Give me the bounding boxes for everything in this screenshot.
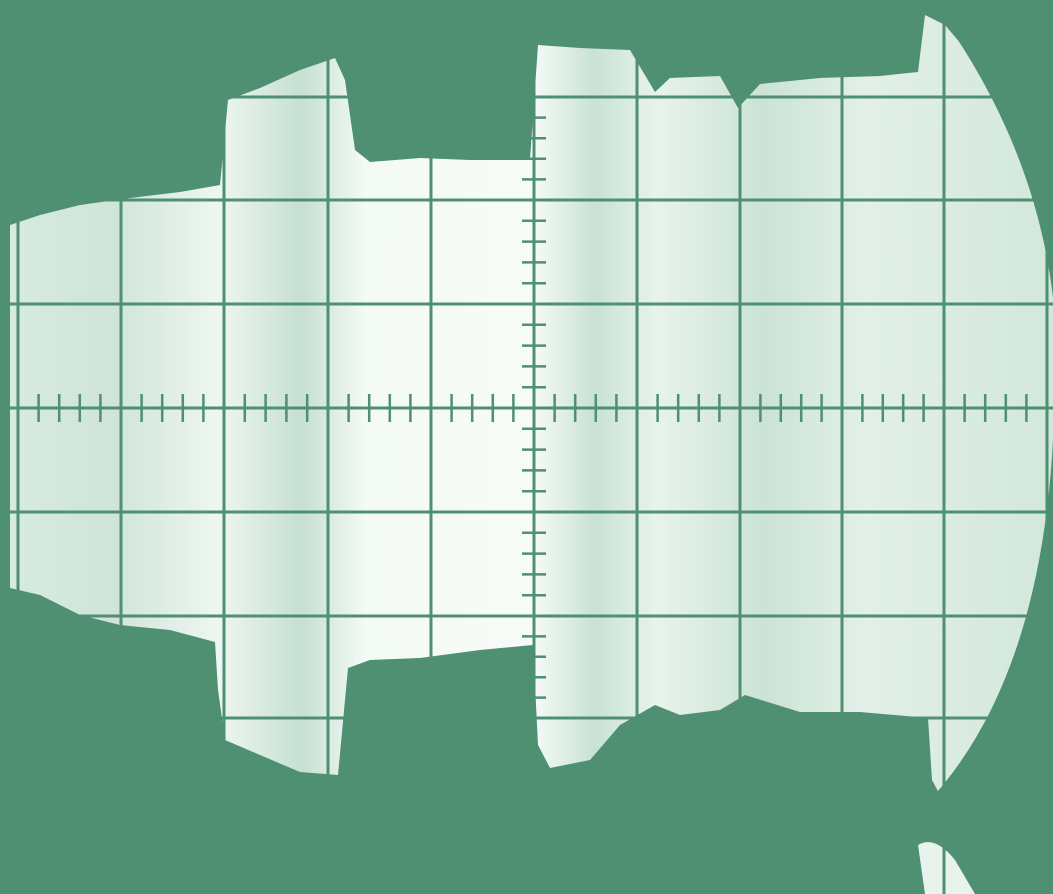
trace-envelope bbox=[10, 15, 1053, 795]
reflection bbox=[918, 842, 975, 894]
